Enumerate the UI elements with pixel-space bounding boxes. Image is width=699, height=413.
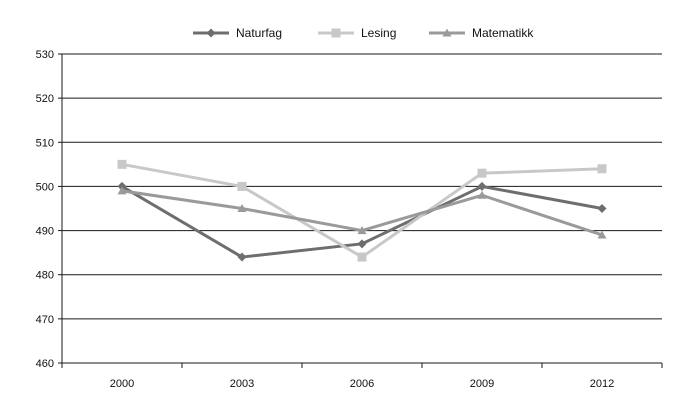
y-tick-label: 530 xyxy=(36,49,54,61)
legend-label-matematikk: Matematikk xyxy=(472,26,534,40)
x-tick-label: 2012 xyxy=(590,378,614,390)
data-point-lesing xyxy=(477,168,487,178)
y-tick-label: 490 xyxy=(36,226,54,238)
y-tick-label: 500 xyxy=(36,181,54,193)
data-point-lesing xyxy=(117,159,127,169)
data-point-matematikk xyxy=(117,186,127,195)
series-naturfag xyxy=(117,181,607,262)
data-point-naturfag xyxy=(597,204,607,213)
x-tick-label: 2006 xyxy=(350,378,374,390)
data-point-matematikk xyxy=(597,230,607,239)
x-tick-label: 2003 xyxy=(230,378,254,390)
legend: Naturfag Lesing Matematikk xyxy=(193,26,534,40)
data-point-matematikk xyxy=(477,190,487,199)
legend-item-matematikk: Matematikk xyxy=(429,26,534,40)
legend-label-lesing: Lesing xyxy=(361,26,396,40)
data-point-matematikk xyxy=(237,204,247,212)
data-point-naturfag xyxy=(477,181,487,191)
legend-label-naturfag: Naturfag xyxy=(236,26,282,40)
data-point-lesing xyxy=(597,164,607,174)
legend-item-lesing: Lesing xyxy=(318,26,396,40)
legend-marker-naturfag xyxy=(206,28,216,38)
data-point-lesing xyxy=(357,252,367,262)
data-point-naturfag xyxy=(237,252,247,262)
series-matematikk xyxy=(117,186,607,239)
legend-marker-matematikk xyxy=(442,28,452,37)
y-tick-label: 460 xyxy=(36,358,54,370)
y-tick-label: 520 xyxy=(36,93,54,105)
y-axis: 460 470 480 490 500 510 520 530 xyxy=(36,49,63,370)
series-layer xyxy=(117,159,607,262)
data-point-lesing xyxy=(237,181,247,191)
y-tick-label: 470 xyxy=(36,314,54,326)
gridlines xyxy=(62,53,662,364)
x-tick-label: 2000 xyxy=(110,378,134,390)
data-point-matematikk xyxy=(357,226,367,235)
y-tick-label: 510 xyxy=(36,137,54,149)
legend-item-naturfag: Naturfag xyxy=(193,26,282,40)
series-lesing xyxy=(117,159,607,262)
x-axis: 2000 2003 2006 2009 2012 xyxy=(61,362,663,390)
legend-marker-lesing xyxy=(331,28,341,38)
y-tick-label: 480 xyxy=(36,270,54,282)
data-point-naturfag xyxy=(357,239,367,249)
x-tick-label: 2009 xyxy=(470,378,494,390)
